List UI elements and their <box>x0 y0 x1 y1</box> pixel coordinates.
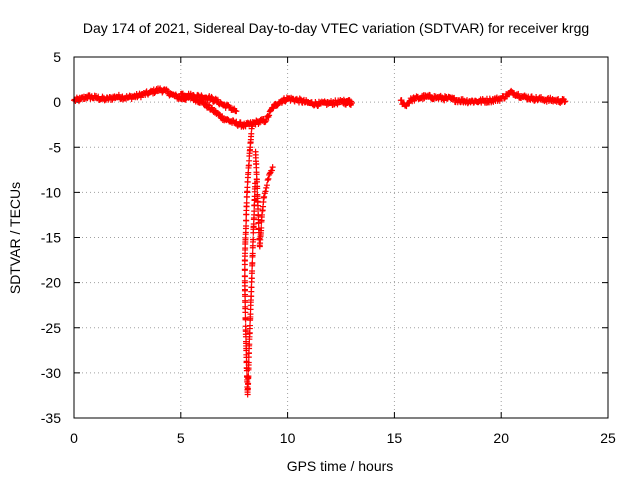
data-point <box>254 185 261 192</box>
data-point <box>241 267 248 274</box>
data-point <box>266 112 273 119</box>
data-point <box>243 211 250 218</box>
data-point <box>268 167 275 174</box>
y-axis-label: SDTVAR / TECUs <box>7 182 23 294</box>
data-point <box>263 117 270 124</box>
x-tick-label: 10 <box>280 430 296 446</box>
data-point <box>251 208 258 215</box>
data-point <box>264 177 271 184</box>
x-axis-label: GPS time / hours <box>287 458 394 474</box>
y-tick-label: -10 <box>41 184 61 200</box>
y-tick-label: -30 <box>41 365 61 381</box>
data-point <box>250 236 257 243</box>
data-point <box>255 205 262 212</box>
x-tick-label: 5 <box>177 430 185 446</box>
y-tick-label: -35 <box>41 410 61 426</box>
x-tick-label: 20 <box>493 430 509 446</box>
grid <box>74 57 608 418</box>
data-point <box>245 373 252 380</box>
data-point <box>255 220 262 227</box>
y-tick-label: 5 <box>53 49 61 65</box>
x-tick-label: 15 <box>387 430 403 446</box>
data-point <box>515 90 522 97</box>
data-point <box>562 98 569 105</box>
data-point <box>258 224 265 231</box>
data-point <box>241 286 248 293</box>
x-tick-label: 0 <box>70 430 78 446</box>
data-point <box>262 188 269 195</box>
data-point <box>214 96 221 103</box>
y-tick-label: -20 <box>41 275 61 291</box>
data-point <box>246 341 253 348</box>
data-point <box>242 309 249 316</box>
x-tick-label: 25 <box>600 430 616 446</box>
chart-title: Day 174 of 2021, Sidereal Day-to-day VTE… <box>83 20 589 36</box>
data-point <box>244 391 251 398</box>
data-point <box>265 175 272 182</box>
data-point <box>246 322 253 329</box>
data-point <box>243 193 250 200</box>
tick-labels: 0 5 10 15 20 25 5 0 -5 -10 -15 -20 -25 -30 -35 <box>41 49 616 446</box>
y-tick-label: -15 <box>41 230 61 246</box>
y-tick-label: 0 <box>53 94 61 110</box>
data-point <box>269 164 276 171</box>
data-point <box>261 193 268 200</box>
data-point <box>263 184 270 191</box>
data-point <box>248 125 255 132</box>
data-point <box>248 284 255 291</box>
data-point <box>262 118 269 125</box>
data-point <box>243 217 250 224</box>
data-points <box>71 85 569 398</box>
plot-frame <box>73 56 609 419</box>
data-point <box>208 93 215 100</box>
y-tick-label: -25 <box>41 320 61 336</box>
data-point <box>249 259 256 266</box>
y-tick-label: -5 <box>49 139 62 155</box>
data-point <box>398 97 405 104</box>
data-point <box>263 182 270 189</box>
data-point <box>244 178 251 185</box>
data-point <box>348 100 355 107</box>
data-point <box>164 87 171 94</box>
data-point <box>233 108 240 115</box>
data-point <box>245 359 252 366</box>
data-point <box>561 98 568 105</box>
data-point <box>249 267 256 274</box>
data-point <box>249 250 256 257</box>
